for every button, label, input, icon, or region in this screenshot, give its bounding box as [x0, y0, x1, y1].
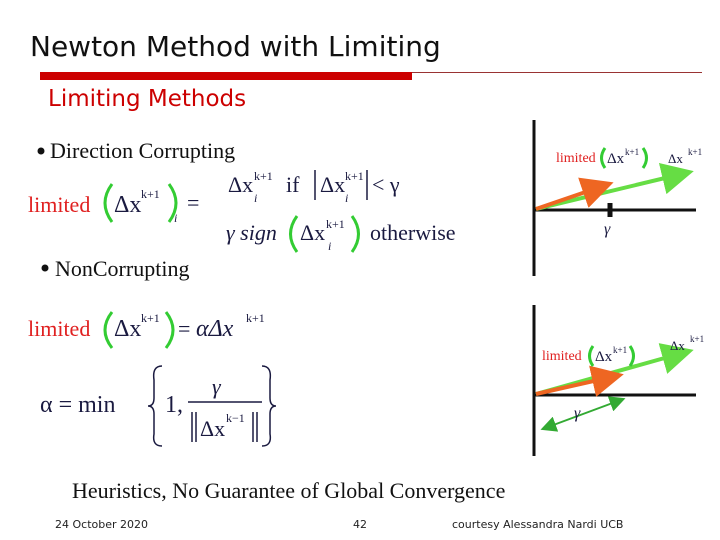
bullet	[37, 147, 45, 155]
fig-label: limited	[542, 349, 582, 364]
conclusion: Heuristics, No Guarantee of Global Conve…	[72, 478, 505, 503]
fig-label: k+1	[625, 147, 639, 157]
eq-text: α = min	[40, 392, 115, 418]
paren	[103, 311, 114, 349]
limited-step-arrow	[535, 177, 614, 211]
eq-text: < γ	[372, 172, 400, 197]
eq-text: Δx	[320, 172, 345, 197]
paren	[289, 215, 299, 253]
fig-label: Δx	[595, 349, 613, 365]
bullet-text: NonCorrupting	[55, 256, 189, 281]
eq-sup: k+1	[254, 169, 273, 183]
fig-label: k+1	[613, 345, 627, 355]
brace	[147, 365, 163, 447]
eq-text: Δx	[228, 172, 253, 197]
paren	[350, 215, 360, 253]
eq-text: αΔx	[196, 316, 234, 342]
eq-text: γ sign	[226, 220, 277, 245]
eq-text: Δx	[300, 220, 325, 245]
eq-sub: i	[254, 191, 257, 205]
paren	[164, 311, 175, 349]
subtitle: Limiting Methods	[48, 86, 246, 112]
fig-label: Δx	[668, 151, 683, 166]
fig-label: Δx	[607, 151, 625, 167]
eq-sup: k+1	[326, 217, 345, 231]
fig-label: limited	[556, 151, 596, 166]
gamma-length-arrow	[540, 396, 626, 432]
paren	[641, 147, 648, 169]
eq-text: =	[187, 190, 199, 215]
paren	[628, 345, 635, 367]
eq-sub: i	[345, 191, 348, 205]
fig-label: k+1	[690, 334, 704, 344]
footer-date: 24 October 2020	[55, 518, 148, 531]
fig-label: k+1	[688, 147, 702, 157]
eq-text: 1,	[165, 392, 183, 418]
eq-text: otherwise	[370, 220, 456, 245]
paren	[588, 345, 595, 367]
eq-text: limited	[28, 192, 90, 217]
paren	[103, 183, 114, 223]
eq-sup: k−1	[226, 411, 245, 425]
brace	[261, 365, 277, 447]
title: Newton Method with Limiting	[30, 30, 441, 63]
footer-page: 42	[353, 518, 367, 531]
eq-text: Δx	[114, 192, 141, 218]
eq-text: Δx	[200, 416, 225, 441]
eq-sup: k+1	[246, 311, 265, 325]
eq-sub: i	[174, 211, 177, 225]
eq-sup: k+1	[141, 187, 160, 201]
eq-sub: i	[328, 239, 331, 253]
limited-step-arrow	[535, 365, 624, 397]
footer-credit: courtesy Alessandra Nardi UCB	[452, 518, 623, 531]
eq-sup: k+1	[141, 311, 160, 325]
eq-text: Δx	[114, 316, 141, 342]
paren	[167, 183, 178, 223]
eq-text: if	[286, 172, 300, 197]
bullet	[41, 264, 49, 272]
fig-label: γ	[574, 405, 581, 422]
eq-text: limited	[28, 316, 90, 341]
eq-sup: k+1	[345, 169, 364, 183]
fig-label: Δx	[670, 338, 685, 353]
title-rule	[40, 72, 412, 80]
paren	[600, 147, 607, 169]
bullet-text: Direction Corrupting	[50, 138, 235, 163]
eq-text: =	[178, 316, 190, 341]
eq-text: γ	[212, 374, 222, 399]
fig-label: γ	[604, 221, 611, 238]
